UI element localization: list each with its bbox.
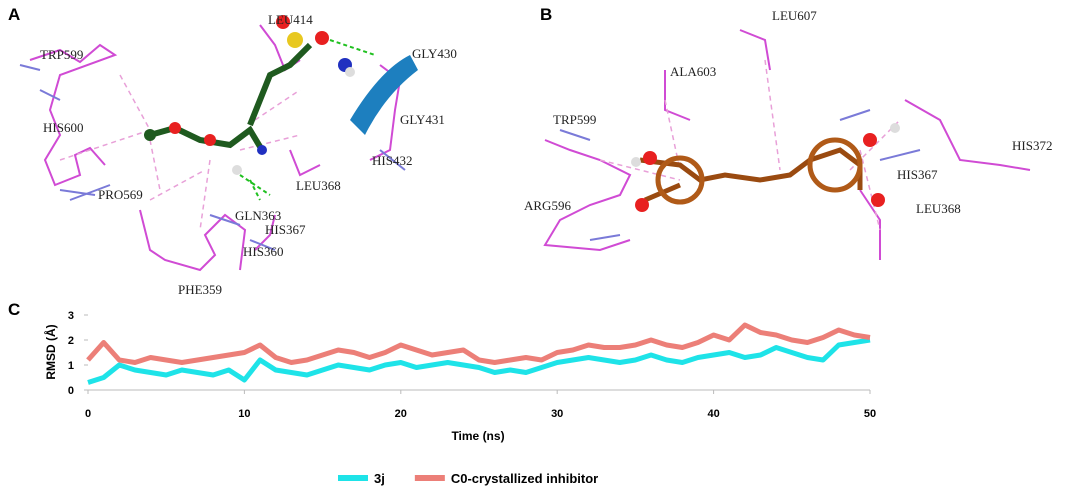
residue-label: HIS372 <box>1012 138 1052 153</box>
legend-label: 3j <box>374 471 385 486</box>
residue-label: HIS367 <box>897 167 938 182</box>
residue-label: HIS367 <box>265 222 306 237</box>
residue-label: LEU368 <box>296 178 341 193</box>
legend-label: C0-crystallized inhibitor <box>451 471 598 486</box>
y-axis-title: RMSD (Å) <box>43 324 58 379</box>
x-tick-label: 0 <box>85 408 91 420</box>
x-tick-label: 10 <box>238 408 250 420</box>
x-tick-label: 30 <box>551 408 563 420</box>
y-tick-label: 1 <box>68 360 74 372</box>
residue-label: GLY430 <box>412 46 457 61</box>
residue-label: ALA603 <box>670 64 716 79</box>
residue-label: LEU414 <box>268 12 313 27</box>
y-tick-label: 2 <box>68 335 74 347</box>
panel-label: B <box>540 5 552 24</box>
panel-label: C <box>8 300 20 319</box>
y-tick-label: 0 <box>68 385 74 397</box>
x-axis-title: Time (ns) <box>451 429 504 443</box>
residue-label: HIS600 <box>43 120 83 135</box>
residue-label: TRP599 <box>40 47 83 62</box>
series-line <box>87 337 871 385</box>
x-tick-label: 40 <box>707 408 719 420</box>
panel-b-structure <box>543 29 1031 260</box>
residue-label: PHE359 <box>178 282 222 297</box>
panel-a-structure <box>19 15 418 272</box>
y-tick-label: 3 <box>68 310 74 322</box>
residue-label: LEU607 <box>772 8 817 23</box>
residue-label: HIS360 <box>243 244 283 259</box>
panel-label: A <box>8 5 20 24</box>
residue-label: GLY431 <box>400 112 445 127</box>
residue-label: HIS432 <box>372 153 412 168</box>
x-tick-label: 20 <box>395 408 407 420</box>
residue-label: TRP599 <box>553 112 596 127</box>
series-line <box>86 322 871 365</box>
residue-label: PRO569 <box>98 187 143 202</box>
residue-label: LEU368 <box>916 201 961 216</box>
residue-label: ARG596 <box>524 198 571 213</box>
x-tick-label: 50 <box>864 408 876 420</box>
residue-label: GLN363 <box>235 208 281 223</box>
